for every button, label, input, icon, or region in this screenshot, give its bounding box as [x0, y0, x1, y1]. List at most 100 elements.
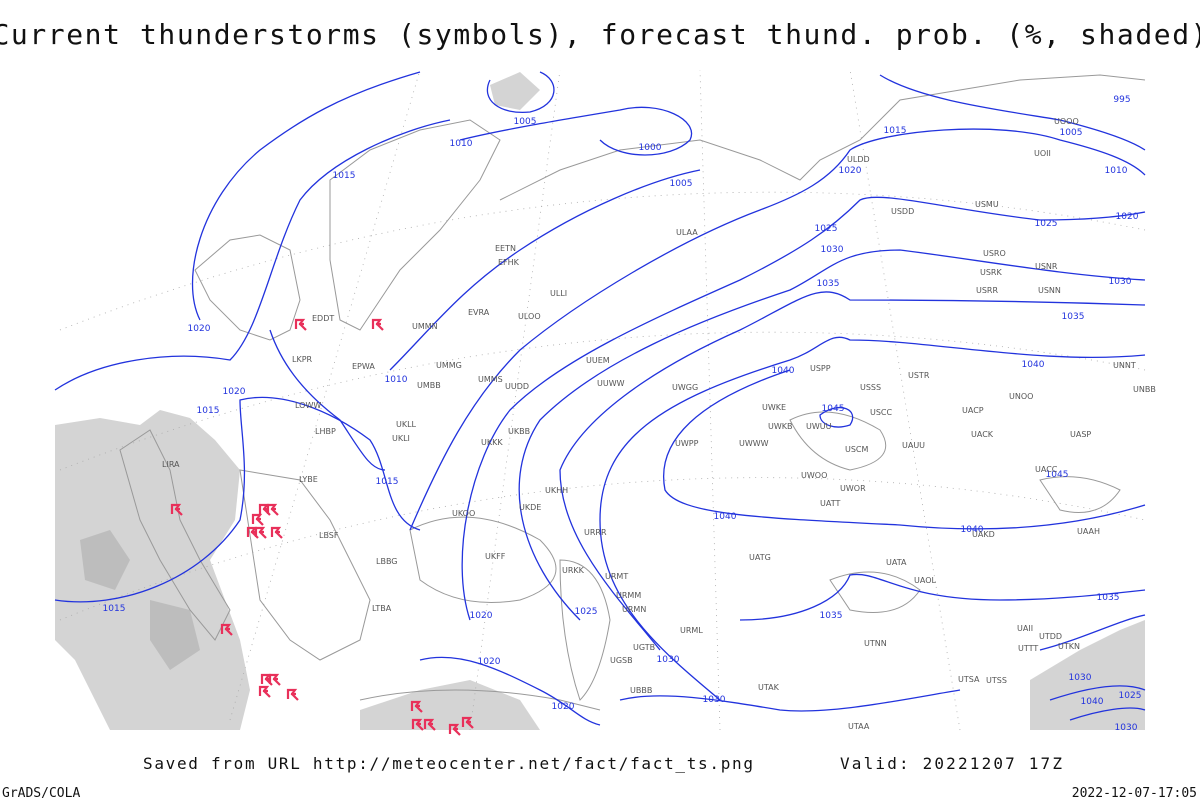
station-label: LTBA [372, 604, 392, 613]
station-label: UACP [962, 406, 984, 415]
station-label: USCC [870, 408, 893, 417]
contour-label: 1040 [772, 366, 795, 376]
station-label: UKDE [519, 503, 541, 512]
thunderstorm-symbol [266, 503, 279, 516]
station-label: EVRA [468, 308, 490, 317]
station-label: URMT [605, 572, 628, 581]
contour-label: 1040 [714, 512, 737, 522]
contour-label: 1010 [385, 375, 408, 385]
contour-label: 1025 [575, 607, 598, 617]
thunderstorm-symbols [170, 318, 474, 736]
contour-label: 1035 [817, 279, 840, 289]
contour-label: 1030 [1115, 723, 1138, 733]
thunderstorm-symbol [220, 623, 233, 636]
station-label: LBSF [319, 531, 339, 540]
station-label: LOWW [295, 401, 321, 410]
isobars [54, 71, 1146, 726]
thunderstorm-symbol [423, 718, 436, 731]
station-label: UKFF [485, 552, 506, 561]
station-label: UKHH [545, 486, 568, 495]
station-label: UASP [1070, 430, 1091, 439]
thunderstorm-symbol [371, 318, 384, 331]
contour-label: 1030 [821, 245, 844, 255]
station-label: UKOO [452, 509, 475, 518]
thunderstorm-symbol [461, 716, 474, 729]
station-label: UKLI [392, 434, 410, 443]
contour-label: 1035 [1097, 593, 1120, 603]
station-label: UTSS [986, 676, 1007, 685]
station-label: UNNT [1113, 361, 1136, 370]
station-label: UNOO [1009, 392, 1033, 401]
contour-label: 995 [1113, 95, 1130, 105]
contour-label: 1015 [376, 477, 399, 487]
station-label: UTTT [1018, 644, 1038, 653]
station-label: ULDD [847, 155, 870, 164]
station-label: USCM [845, 445, 869, 454]
station-label: USTR [908, 371, 930, 380]
contour-label: 1030 [1109, 277, 1132, 287]
software-credit: GrADS/COLA [2, 786, 80, 800]
station-label: ULAA [676, 228, 698, 237]
station-label: UUEM [586, 356, 610, 365]
contour-label: 1020 [223, 387, 246, 397]
contour-label: 1020 [552, 702, 575, 712]
station-label: USNR [1035, 262, 1058, 271]
thunderstorm-symbol [448, 723, 461, 736]
contour-label: 1030 [657, 655, 680, 665]
station-label: USSS [860, 383, 881, 392]
contour-label: 1020 [470, 611, 493, 621]
contour-label: 1015 [884, 126, 907, 136]
contour-label: 1025 [815, 224, 838, 234]
station-label: UATA [886, 558, 907, 567]
contour-label: 1040 [961, 525, 984, 535]
station-label: UAII [1017, 624, 1033, 633]
station-label: USDD [891, 207, 914, 216]
station-label: UWKE [762, 403, 786, 412]
station-label: UMMN [412, 322, 438, 331]
station-label: UATT [820, 499, 840, 508]
station-label: EFHK [498, 258, 520, 267]
station-label: USRK [980, 268, 1002, 277]
station-label: UACC [1035, 465, 1058, 474]
thunderstorm-symbol [410, 700, 423, 713]
station-label: UMMS [478, 375, 503, 384]
station-label: URKK [562, 566, 585, 575]
station-label: UACK [971, 430, 994, 439]
station-label: URRR [584, 528, 607, 537]
station-label: UTAK [758, 683, 780, 692]
station-label: UWUU [806, 422, 832, 431]
station-label: UBBB [630, 686, 652, 695]
station-label: EDDT [312, 314, 334, 323]
contour-label: 1035 [820, 611, 843, 621]
contour-label: 1035 [1062, 312, 1085, 322]
contour-label: 1020 [839, 166, 862, 176]
contour-label: 1025 [1035, 219, 1058, 229]
thunderstorm-symbol [286, 688, 299, 701]
station-label: UTNN [864, 639, 887, 648]
station-label: UUDD [505, 382, 529, 391]
station-label: UATG [749, 553, 771, 562]
station-label: UMBB [417, 381, 441, 390]
station-label: UGTB [633, 643, 655, 652]
contour-label: 1010 [450, 139, 473, 149]
station-label: ULOO [518, 312, 541, 321]
station-label: UTSA [958, 675, 980, 684]
timestamp: 2022-12-07-17:05 [1072, 786, 1197, 800]
contour-label: 1020 [188, 324, 211, 334]
thunderstorm-symbol [251, 513, 264, 526]
station-label: UKKK [481, 438, 503, 447]
contour-label: 1020 [478, 657, 501, 667]
station-label: USNN [1038, 286, 1061, 295]
source-url: Saved from URL http://meteocenter.net/fa… [143, 754, 753, 773]
station-label: USRO [983, 249, 1006, 258]
valid-time: Valid: 20221207 17Z [840, 754, 1062, 773]
station-label: URML [680, 626, 703, 635]
station-label: USMU [975, 200, 999, 209]
station-label: UWOR [840, 484, 866, 493]
thunderstorm-symbol [170, 503, 183, 516]
thunderstorm-symbol [270, 526, 283, 539]
station-label: UAUU [902, 441, 925, 450]
